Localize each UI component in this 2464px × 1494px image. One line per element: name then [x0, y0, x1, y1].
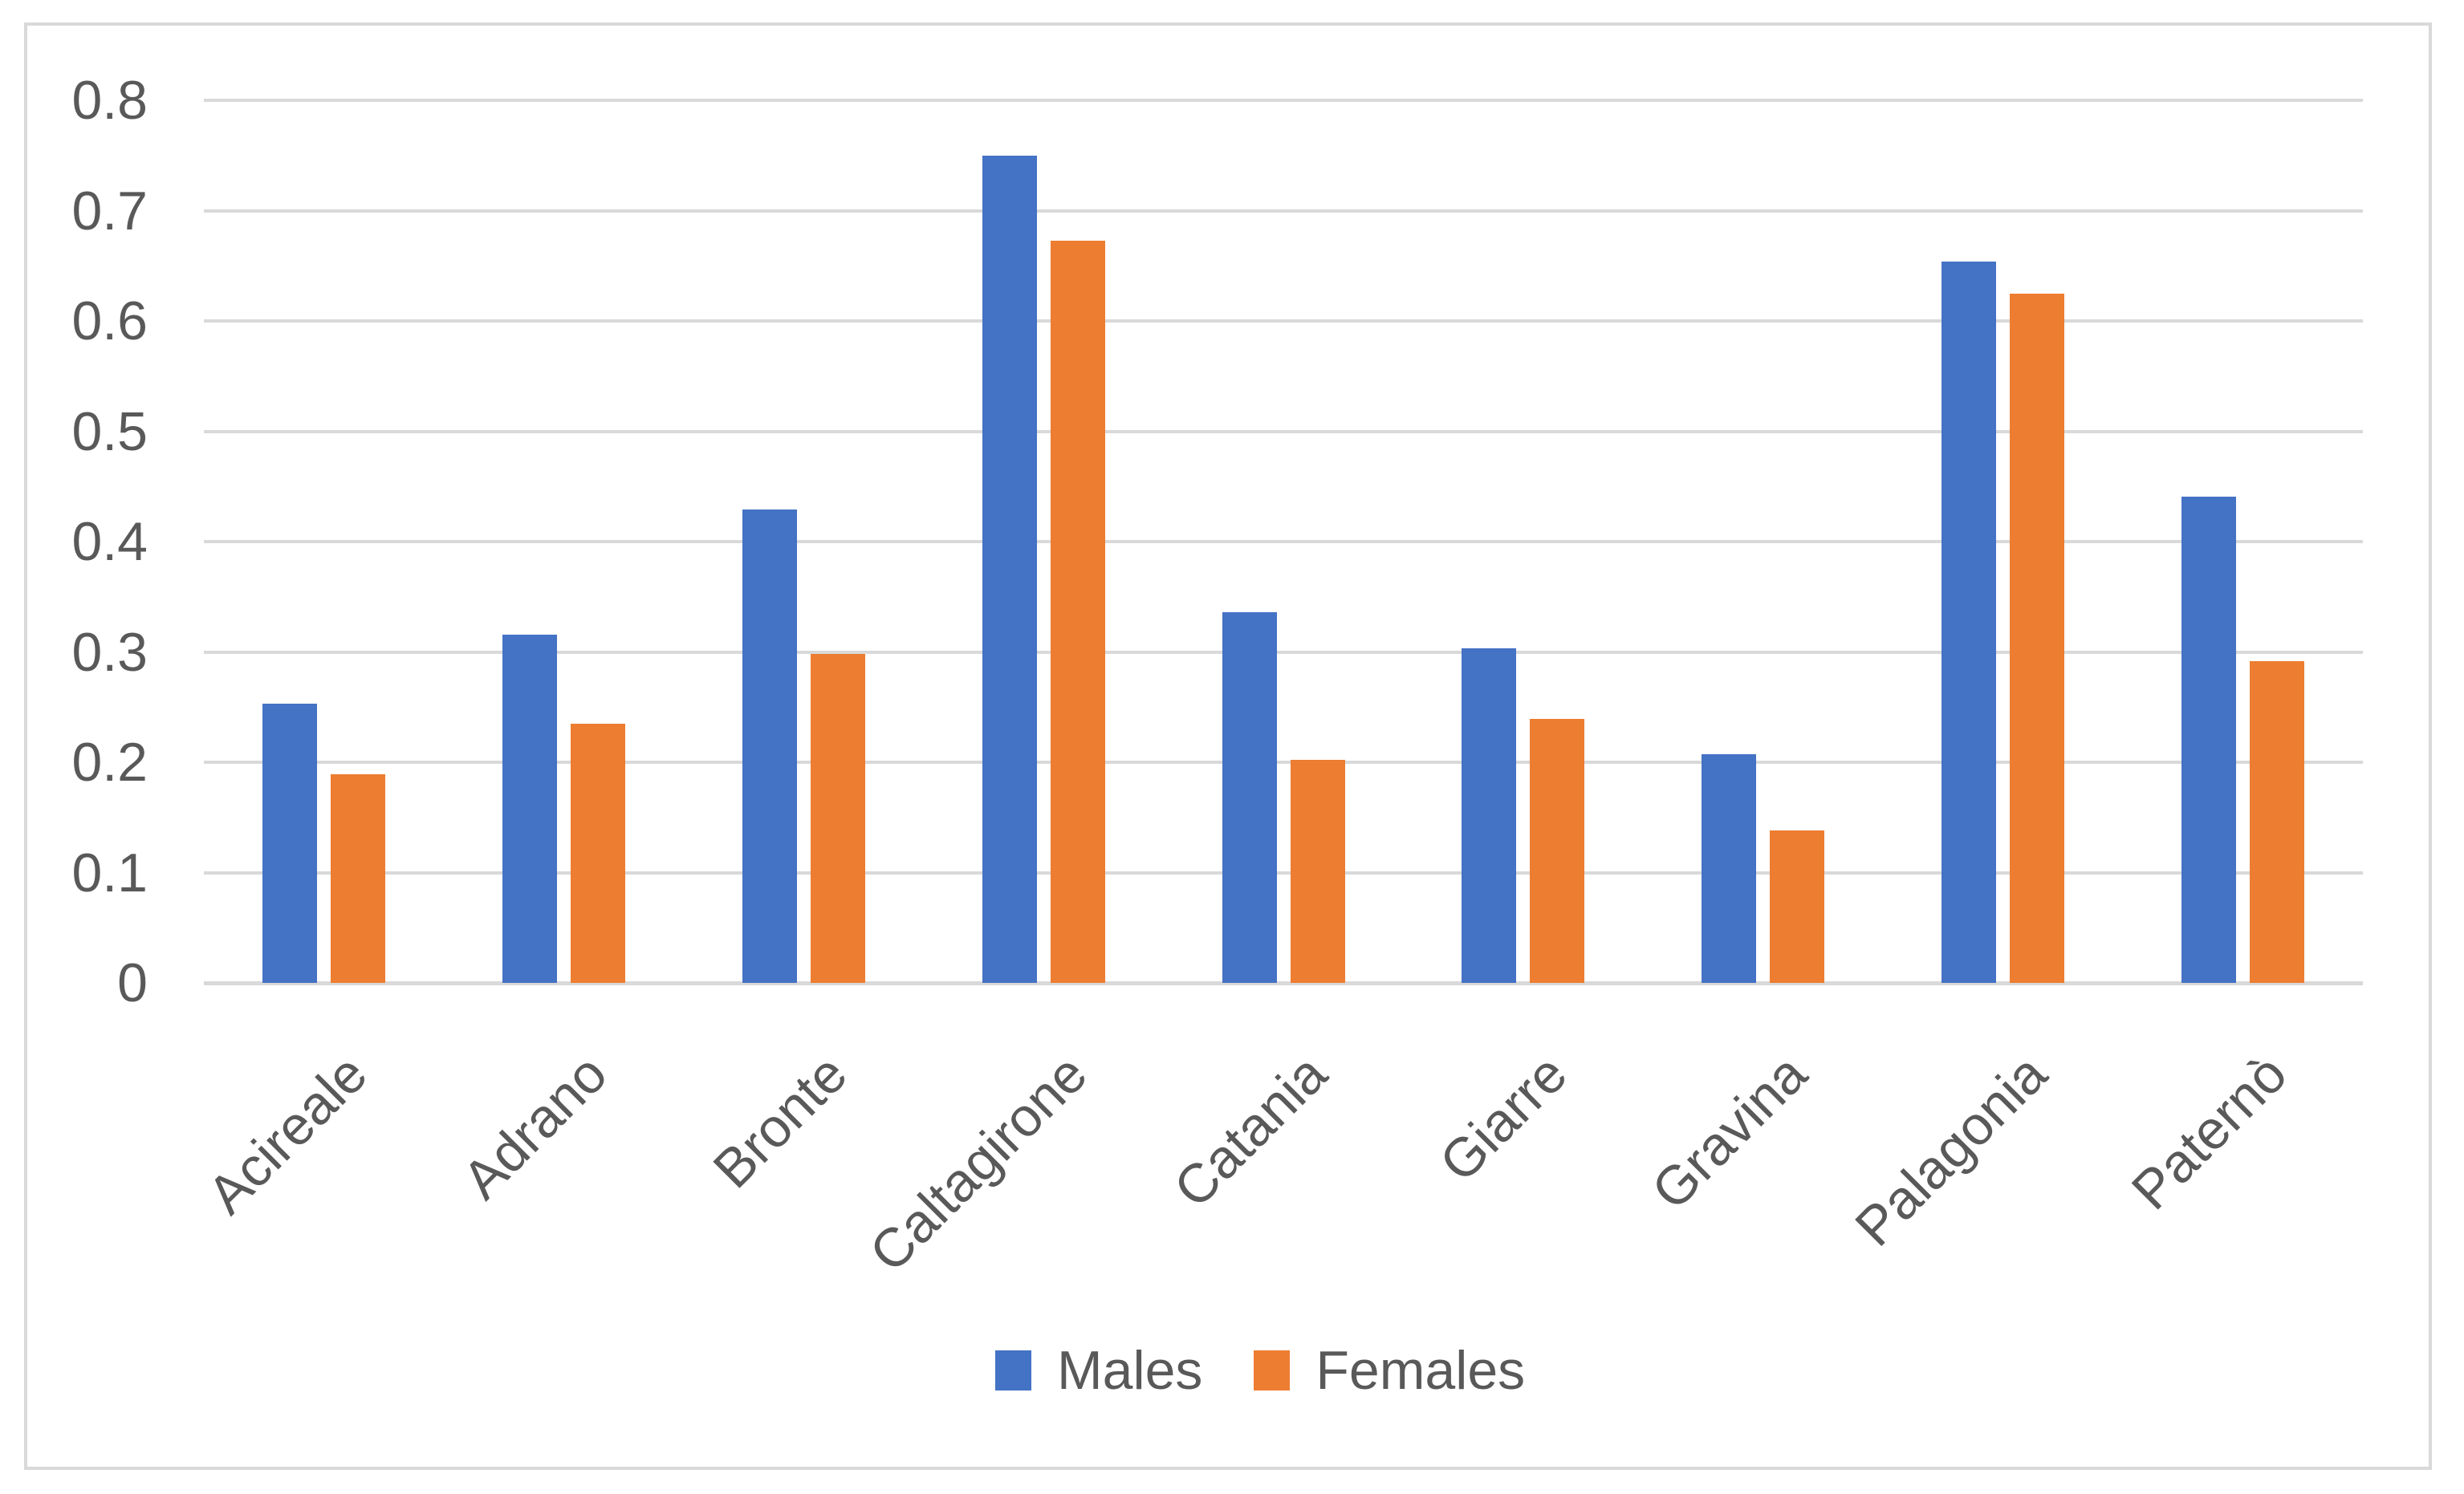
females-bar-adrano	[570, 723, 625, 983]
y-gridline	[204, 429, 2363, 433]
males-bar-paternò	[2181, 496, 2237, 983]
y-tick-label: 0.8	[71, 70, 148, 131]
chart-area: 0 0.1 0.2 0.3 0.4 0.5 0.6 0.7 0.8 Acireale Adrano B…	[24, 22, 2432, 1470]
y-gridline	[204, 540, 2363, 543]
y-tick-label: 0.1	[71, 842, 148, 903]
y-gridline	[204, 99, 2363, 102]
females-bar-palagonia	[2010, 293, 2065, 983]
males-bar-adrano	[502, 634, 557, 983]
legend-label: Females	[1315, 1340, 1526, 1401]
males-bar-acireale	[262, 704, 317, 983]
females-bar-giarre	[1530, 719, 1585, 983]
females-bar-gravina	[1770, 830, 1825, 983]
females-bar-bronte	[810, 654, 865, 983]
females-bar-paternò	[2250, 660, 2305, 983]
y-tick-label: 0.7	[71, 180, 148, 242]
females-bar-acireale	[330, 774, 385, 983]
y-tick-label: 0.6	[71, 290, 148, 351]
legend-item-males: Males	[995, 1342, 1202, 1399]
males-bar-palagonia	[1942, 261, 1997, 983]
x-axis-line	[204, 981, 2363, 985]
y-tick-label: 0	[117, 952, 148, 1013]
legend-swatch-icon	[1254, 1350, 1291, 1390]
y-tick-label: 0.4	[71, 511, 148, 572]
females-bar-catania	[1290, 760, 1345, 983]
males-bar-catania	[1222, 612, 1277, 983]
males-bar-giarre	[1462, 648, 1517, 983]
males-bar-caltagirone	[982, 155, 1037, 983]
legend-item-females: Females	[1254, 1342, 1525, 1399]
legend-label: Males	[1057, 1340, 1203, 1401]
y-tick-label: 0.3	[71, 621, 148, 683]
legend: Males Females	[995, 1342, 1576, 1399]
legend-swatch-icon	[995, 1350, 1031, 1390]
y-tick-label: 0.2	[71, 732, 148, 793]
males-bar-gravina	[1702, 754, 1757, 983]
y-gridline	[204, 871, 2363, 875]
y-gridline	[204, 650, 2363, 654]
y-gridline	[204, 209, 2363, 213]
females-bar-caltagirone	[1050, 240, 1105, 983]
y-gridline	[204, 319, 2363, 323]
y-tick-label: 0.5	[71, 400, 148, 462]
y-gridline	[204, 761, 2363, 764]
males-bar-bronte	[742, 510, 797, 983]
